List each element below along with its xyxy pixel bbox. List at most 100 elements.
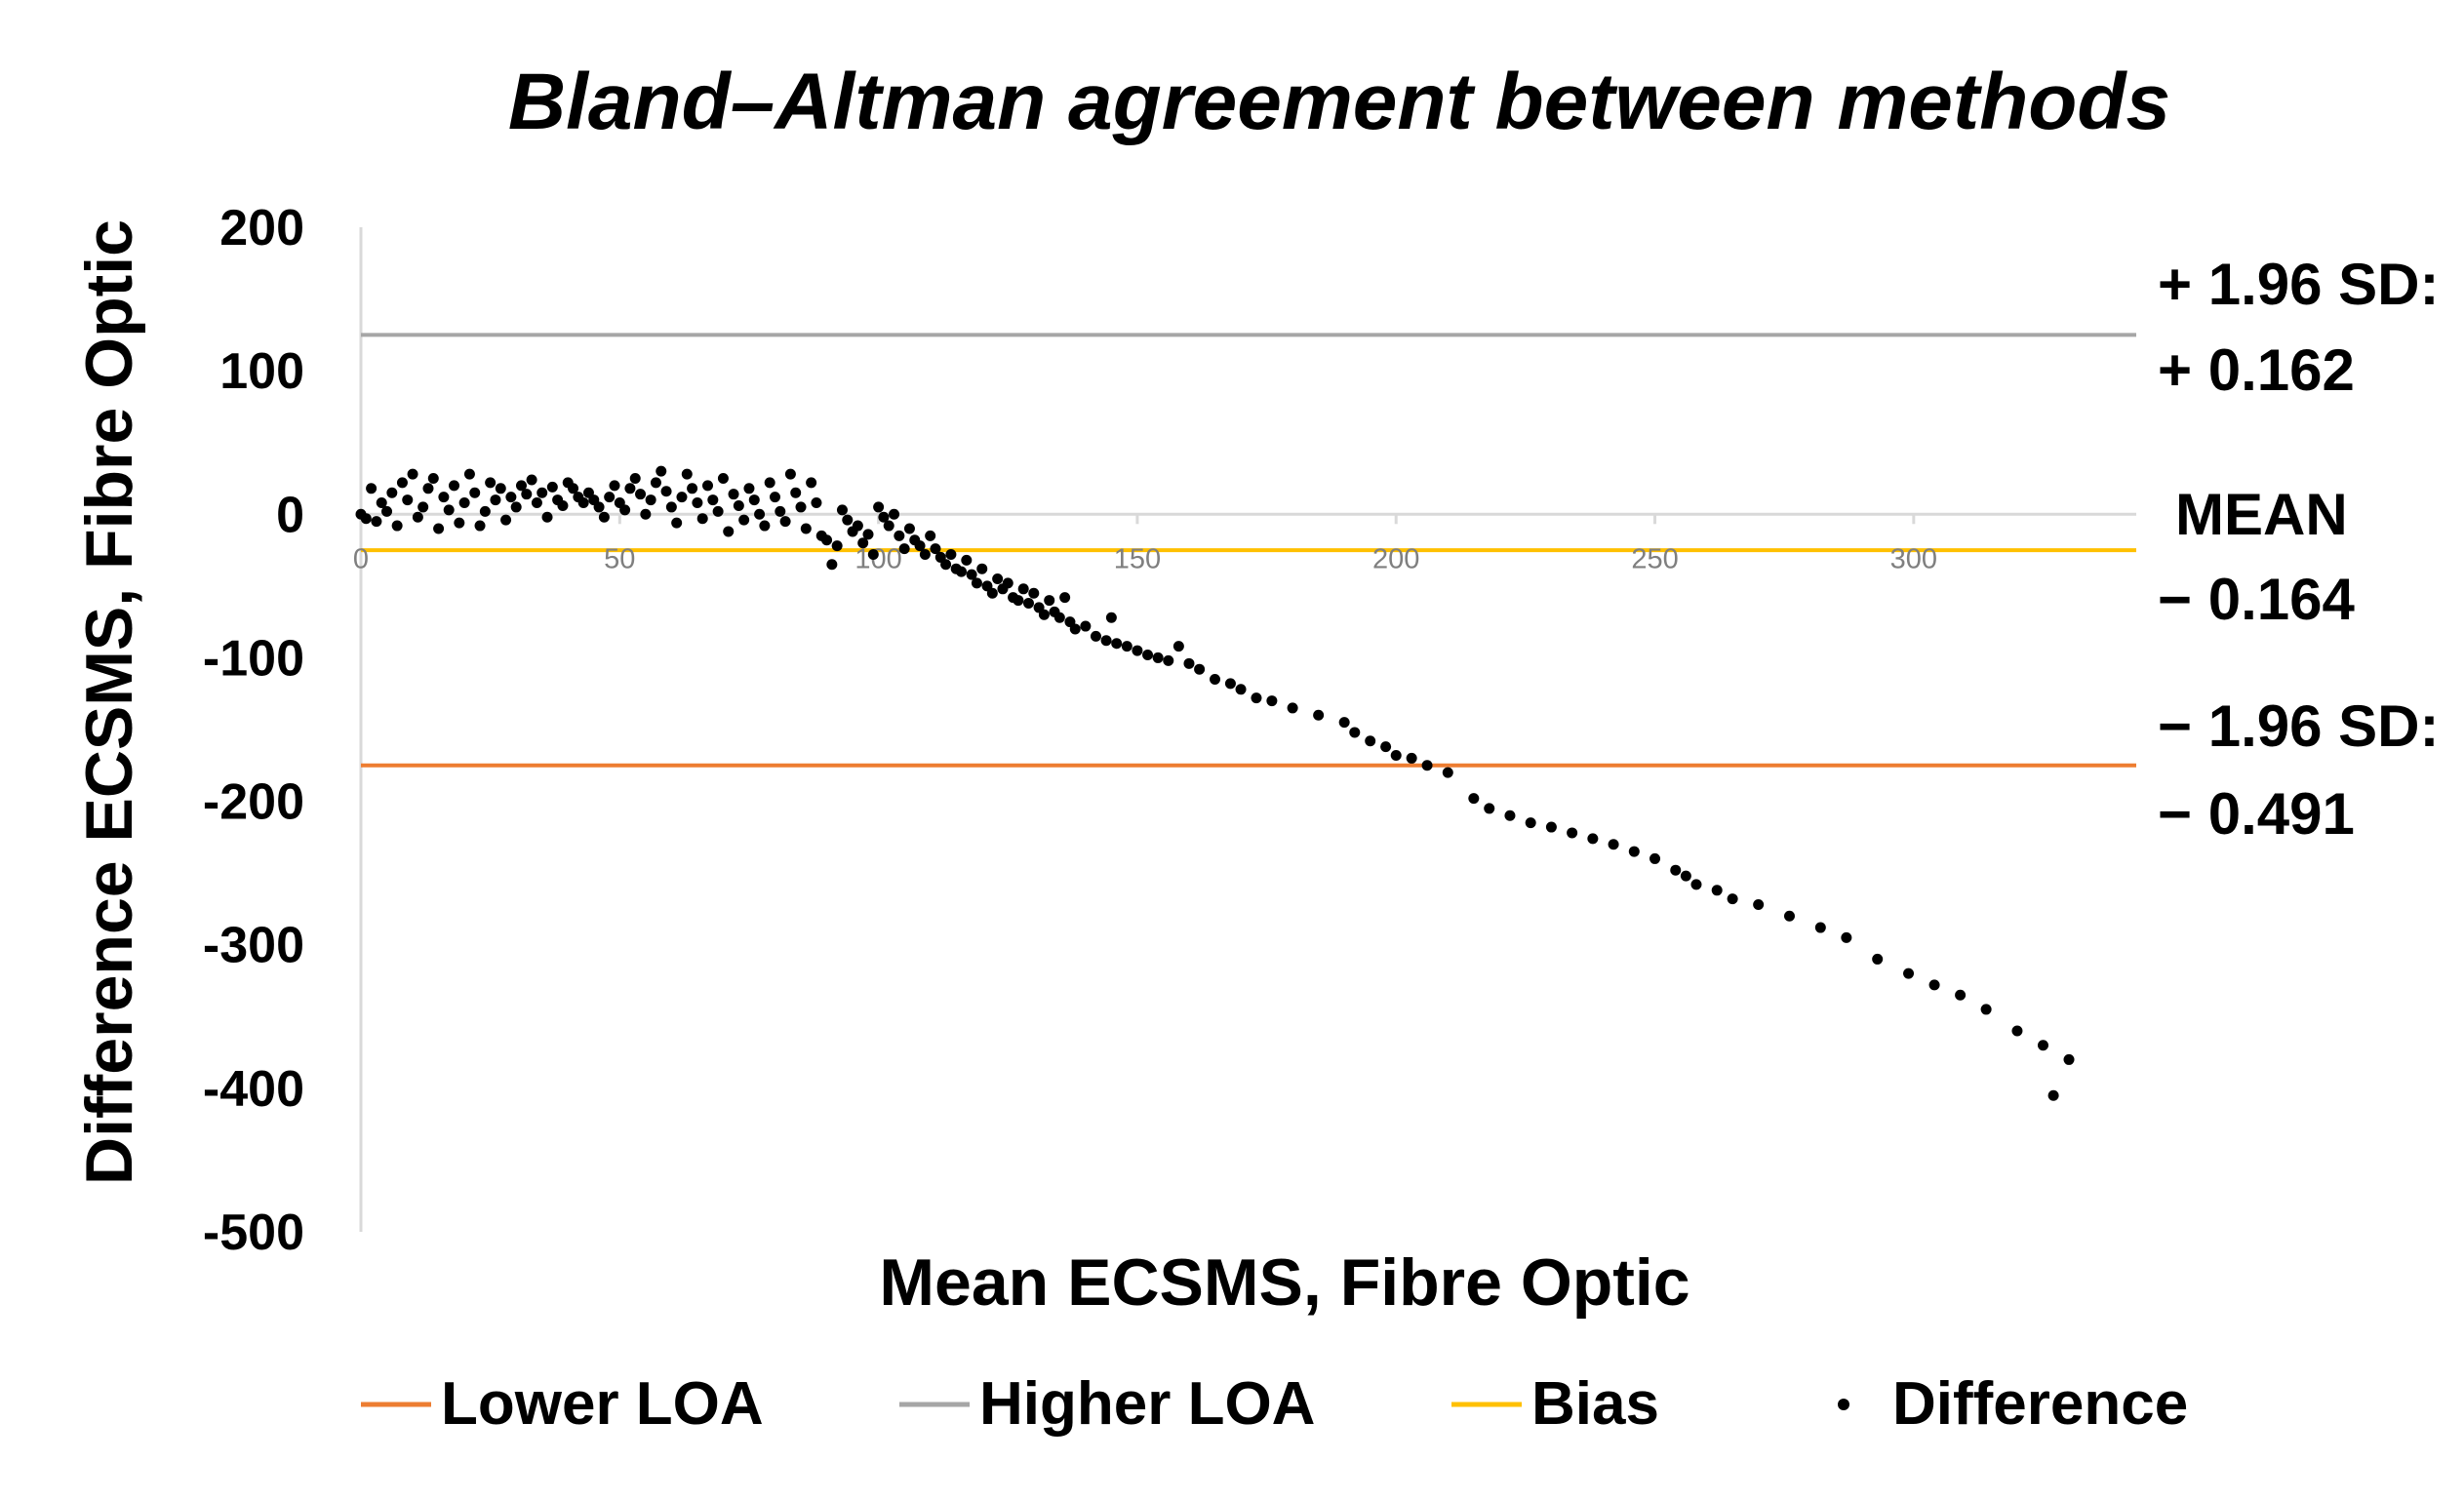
difference-point xyxy=(1100,635,1112,647)
difference-point xyxy=(458,497,470,509)
difference-point xyxy=(1152,652,1164,663)
difference-point xyxy=(1365,735,1376,747)
difference-point xyxy=(650,477,661,489)
difference-point xyxy=(1380,741,1392,753)
difference-point xyxy=(1587,833,1599,845)
difference-point xyxy=(1670,864,1682,876)
difference-point xyxy=(1349,727,1361,738)
difference-point xyxy=(733,499,744,511)
difference-point xyxy=(645,494,656,506)
difference-point xyxy=(495,483,506,494)
y-tick-label: 200 xyxy=(219,200,304,257)
difference-point xyxy=(1814,922,1826,933)
difference-point xyxy=(759,520,771,532)
difference-point xyxy=(956,566,968,577)
difference-point xyxy=(681,468,693,480)
difference-point xyxy=(687,483,698,494)
difference-point xyxy=(598,511,610,523)
difference-point xyxy=(454,517,465,529)
difference-point xyxy=(712,505,724,517)
difference-point xyxy=(1142,649,1154,660)
difference-point xyxy=(1090,630,1101,642)
upper-annotation-value: + 0.162 xyxy=(2158,337,2355,403)
difference-point xyxy=(671,517,683,529)
difference-point xyxy=(500,514,512,526)
difference-point xyxy=(1210,674,1221,685)
difference-point xyxy=(1872,953,1884,965)
difference-point xyxy=(1028,587,1040,599)
difference-point xyxy=(1567,827,1578,839)
difference-point xyxy=(1172,641,1184,652)
difference-point xyxy=(1002,577,1013,589)
difference-point xyxy=(1183,657,1195,669)
difference-point xyxy=(1105,612,1117,623)
difference-point xyxy=(619,504,631,516)
difference-point xyxy=(811,497,822,509)
difference-point xyxy=(1390,749,1402,761)
difference-point xyxy=(676,492,688,503)
x-tick-label: 0 xyxy=(353,543,369,574)
difference-point xyxy=(862,529,874,540)
difference-point xyxy=(1406,752,1417,764)
y-axis-label: Difference ECSMS, Fibre Optic xyxy=(72,219,146,1185)
difference-point xyxy=(894,530,905,541)
difference-point xyxy=(1525,817,1536,829)
difference-point xyxy=(609,480,620,492)
difference-point xyxy=(2063,1053,2075,1065)
difference-point xyxy=(402,494,414,506)
mean-annotation-label: MEAN xyxy=(2175,482,2348,547)
difference-point xyxy=(867,548,879,560)
legend-label-bias: Bias xyxy=(1531,1370,1659,1438)
difference-point xyxy=(914,540,926,552)
difference-point xyxy=(656,465,667,477)
difference-point xyxy=(1903,968,1915,979)
difference-point xyxy=(557,499,569,511)
difference-point xyxy=(412,511,423,523)
difference-point xyxy=(568,483,579,494)
difference-point xyxy=(360,513,372,525)
difference-point xyxy=(479,505,491,517)
difference-point xyxy=(541,511,553,523)
difference-point xyxy=(878,511,890,523)
difference-point xyxy=(521,489,533,500)
difference-point xyxy=(925,530,936,541)
difference-point xyxy=(775,505,786,517)
legend-label-difference: Difference xyxy=(1892,1370,2188,1438)
difference-point xyxy=(790,487,802,498)
difference-point xyxy=(629,473,641,484)
difference-point xyxy=(764,477,775,489)
y-tick-label: 0 xyxy=(276,487,304,543)
difference-point xyxy=(1468,793,1480,805)
difference-point xyxy=(930,543,941,555)
difference-point xyxy=(1727,893,1738,905)
difference-point xyxy=(1251,692,1262,704)
legend-swatch-difference xyxy=(1838,1399,1849,1410)
difference-point xyxy=(800,523,812,534)
difference-point xyxy=(986,587,998,599)
y-tick-label: 100 xyxy=(219,343,304,400)
difference-point xyxy=(919,548,931,560)
difference-point xyxy=(1111,638,1123,650)
difference-point xyxy=(971,577,982,589)
upper-annotation-label: + 1.96 SD: xyxy=(2158,252,2440,317)
difference-point xyxy=(1059,592,1071,604)
difference-point xyxy=(1013,595,1024,607)
difference-point xyxy=(443,504,455,516)
difference-point xyxy=(966,569,977,580)
difference-point xyxy=(1069,623,1081,635)
lower-annotation-label: − 1.96 SD: xyxy=(2158,693,2440,759)
difference-point xyxy=(795,501,807,513)
difference-point xyxy=(396,477,408,489)
difference-point xyxy=(1224,678,1236,690)
difference-point xyxy=(1044,595,1055,607)
difference-point xyxy=(1338,717,1350,729)
difference-point xyxy=(624,483,636,494)
difference-point xyxy=(692,497,703,509)
x-tick-label: 150 xyxy=(1114,543,1161,574)
lower-annotation-value: − 0.491 xyxy=(2158,781,2355,847)
difference-point xyxy=(836,504,848,516)
difference-point xyxy=(1928,979,1940,991)
difference-point xyxy=(635,489,647,500)
difference-point xyxy=(728,489,739,500)
difference-point xyxy=(940,559,952,571)
